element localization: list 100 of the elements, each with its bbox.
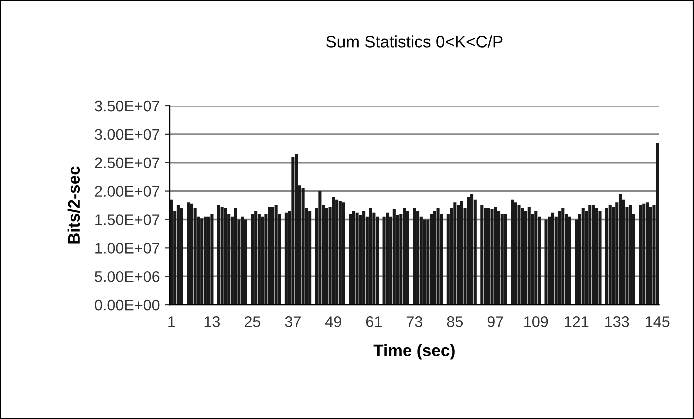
bar <box>498 211 501 306</box>
bar <box>187 202 190 306</box>
x-tick-label: 61 <box>366 316 382 328</box>
x-tick-label: 85 <box>447 316 464 328</box>
bar <box>180 208 184 306</box>
x-tick-label: 97 <box>488 316 504 328</box>
bar <box>558 211 562 306</box>
bar <box>302 188 305 306</box>
bar <box>467 196 470 306</box>
bar <box>514 202 518 306</box>
bar <box>342 202 346 306</box>
bar <box>548 216 552 306</box>
bar <box>352 211 356 306</box>
bar <box>372 212 376 306</box>
bar <box>406 211 410 306</box>
x-tick-label: 37 <box>285 316 301 328</box>
bar <box>490 210 494 306</box>
bar <box>271 207 274 306</box>
bar <box>359 215 362 306</box>
x-tick-label: 73 <box>406 316 422 328</box>
bar <box>392 210 396 306</box>
bar <box>200 218 204 306</box>
bar <box>356 212 359 306</box>
bar <box>274 206 278 306</box>
y-tick-label: 0.00E+00 <box>95 300 160 311</box>
y-tick-label: 5.00E+06 <box>95 271 160 282</box>
bar <box>562 208 565 306</box>
bar <box>423 220 426 306</box>
bar <box>470 194 474 306</box>
bar <box>376 216 380 306</box>
bar <box>210 214 214 306</box>
bar <box>551 212 555 306</box>
bar <box>582 208 585 306</box>
bar <box>598 211 602 306</box>
bar <box>176 206 180 306</box>
bar <box>190 204 194 306</box>
bar <box>318 191 322 306</box>
bar <box>518 206 521 306</box>
bar <box>436 208 440 306</box>
y-tick-label: 3.50E+07 <box>95 100 160 112</box>
bar <box>234 208 238 306</box>
bar <box>241 216 244 306</box>
bar <box>254 211 258 306</box>
bar <box>308 211 312 306</box>
bar <box>382 216 386 306</box>
bar <box>534 211 538 306</box>
bar <box>413 208 416 306</box>
bar <box>362 211 366 306</box>
bar <box>386 212 390 306</box>
bar <box>207 216 210 306</box>
bar <box>204 216 207 306</box>
bar <box>460 202 464 306</box>
x-tick-label: 121 <box>565 316 589 328</box>
bar <box>325 208 328 306</box>
bar <box>524 211 528 306</box>
bar <box>500 214 504 306</box>
bar <box>338 202 342 306</box>
bar <box>284 212 288 306</box>
y-tick-label: 3.00E+07 <box>95 129 160 140</box>
bar <box>454 202 457 306</box>
bar <box>592 206 596 306</box>
bar <box>629 206 632 306</box>
x-tick-label: 145 <box>646 316 670 328</box>
bar <box>521 208 524 306</box>
bar <box>220 207 224 306</box>
bar <box>369 208 372 306</box>
x-axis-title: Time (sec) <box>374 344 455 360</box>
y-axis-title: Bits/2-sec <box>68 166 80 244</box>
bar <box>487 208 490 306</box>
chart-title: Sum Statistics 0<K<C/P <box>326 36 503 48</box>
y-tick-label: 2.50E+07 <box>95 158 160 169</box>
x-tick-label: 13 <box>204 316 220 328</box>
bar <box>217 206 220 306</box>
bar <box>588 206 592 306</box>
bar <box>336 200 339 306</box>
bar <box>480 206 484 306</box>
bar <box>261 216 264 306</box>
y-tick-label: 1.50E+07 <box>96 214 160 226</box>
bar <box>656 142 660 306</box>
bar <box>416 211 420 306</box>
bar <box>403 208 406 306</box>
bar <box>332 196 336 306</box>
bar <box>646 202 650 306</box>
bar <box>642 204 646 306</box>
bar <box>608 206 612 306</box>
x-tick-label: 25 <box>244 316 261 328</box>
x-tick-label: 109 <box>524 316 548 328</box>
bar <box>457 206 460 306</box>
bar <box>268 207 272 306</box>
bar <box>224 208 228 306</box>
x-tick-label: 133 <box>606 316 630 328</box>
y-tick-label: 2.00E+07 <box>95 186 160 197</box>
bar <box>494 207 498 306</box>
y-tick-label: 1.00E+07 <box>96 243 160 254</box>
x-tick-label: 49 <box>326 316 342 328</box>
bar <box>511 200 514 306</box>
bar <box>194 208 197 306</box>
bar <box>568 216 572 306</box>
bar <box>251 214 254 306</box>
bar <box>605 208 609 306</box>
